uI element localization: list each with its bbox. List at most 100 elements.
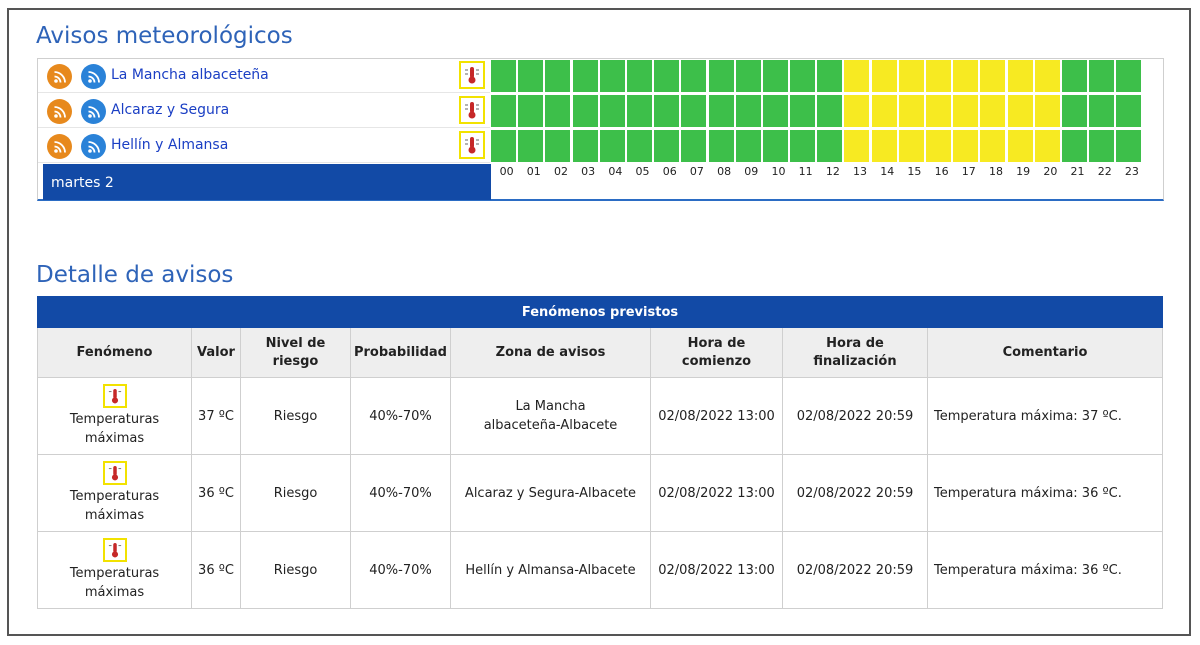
hour-label: 14 bbox=[880, 165, 895, 178]
hour-cell-green bbox=[762, 95, 788, 127]
hour-label: 01 bbox=[526, 165, 541, 178]
rss-feed-icon[interactable] bbox=[47, 99, 72, 124]
hour-label: 05 bbox=[635, 165, 650, 178]
phenomenon-label: Temperaturas máximas bbox=[69, 489, 160, 523]
hour-cell-green bbox=[735, 130, 761, 162]
cell-fin: 02/08/2022 20:59 bbox=[782, 531, 928, 609]
hour-cell-green bbox=[762, 60, 788, 92]
hour-cell-yellow bbox=[871, 130, 897, 162]
hour-cell-yellow bbox=[1034, 130, 1060, 162]
zone-row: La Mancha albaceteña bbox=[38, 59, 490, 93]
thermometer-icon bbox=[102, 461, 127, 485]
cell-comentario: Temperatura máxima: 37 ºC. bbox=[927, 377, 1163, 455]
hour-cell-green bbox=[545, 130, 571, 162]
col-fenomeno: Fenómeno bbox=[37, 327, 192, 378]
cell-comentario: Temperatura máxima: 36 ºC. bbox=[927, 531, 1163, 609]
zone-link[interactable]: Hellín y Almansa bbox=[111, 137, 229, 153]
thermometer-icon bbox=[102, 384, 127, 408]
hour-cell-yellow bbox=[926, 95, 951, 127]
hour-label: 07 bbox=[689, 165, 704, 178]
hour-cell-green bbox=[518, 95, 544, 127]
cell-valor: 36 ºC bbox=[191, 454, 241, 532]
hour-label: 02 bbox=[553, 165, 568, 178]
cell-probabilidad: 40%-70% bbox=[350, 377, 451, 455]
hour-label: 00 bbox=[499, 165, 514, 178]
hour-cell-yellow bbox=[953, 60, 979, 92]
cell-inicio: 02/08/2022 13:00 bbox=[650, 377, 783, 455]
hour-cell-green bbox=[1116, 130, 1142, 162]
hour-label: 20 bbox=[1043, 165, 1058, 178]
hour-label: 15 bbox=[907, 165, 922, 178]
hour-label: 13 bbox=[853, 165, 868, 178]
hour-label: 16 bbox=[934, 165, 949, 178]
hour-cell-yellow bbox=[844, 130, 870, 162]
thermometer-icon bbox=[459, 131, 485, 159]
cell-zona: La Mancha albaceteña-Albacete bbox=[450, 377, 651, 455]
hour-label: 03 bbox=[581, 165, 596, 178]
cell-probabilidad: 40%-70% bbox=[350, 531, 451, 609]
col-zona: Zona de avisos bbox=[450, 327, 651, 378]
hour-cell-yellow bbox=[980, 130, 1006, 162]
hour-cell-green bbox=[790, 60, 816, 92]
hour-cell-green bbox=[572, 95, 598, 127]
hour-cell-yellow bbox=[1007, 95, 1033, 127]
hour-cell-green bbox=[572, 130, 598, 162]
hour-cell-green bbox=[708, 130, 734, 162]
hour-label: 18 bbox=[988, 165, 1003, 178]
hour-label: 04 bbox=[608, 165, 623, 178]
day-label: martes 2 bbox=[51, 175, 114, 191]
rss-feed-icon[interactable] bbox=[81, 64, 106, 89]
rss-feed-icon[interactable] bbox=[47, 134, 72, 159]
cell-valor: 36 ºC bbox=[191, 531, 241, 609]
hour-cell-green bbox=[1116, 95, 1142, 127]
hour-cell-green bbox=[817, 95, 843, 127]
table-header-row: Fenómeno Valor Nivel de riesgo Probabili… bbox=[37, 327, 1163, 378]
col-fin: Hora de finalización bbox=[782, 327, 928, 378]
hour-label: 12 bbox=[825, 165, 840, 178]
hour-cell-yellow bbox=[1007, 130, 1033, 162]
hour-cell-yellow bbox=[1034, 60, 1060, 92]
hour-cell-green bbox=[1061, 95, 1087, 127]
col-inicio: Hora de comienzo bbox=[650, 327, 783, 378]
zone-row: Alcaraz y Segura bbox=[38, 94, 490, 128]
hour-cell-green bbox=[572, 60, 598, 92]
hour-cell-green bbox=[1061, 60, 1087, 92]
hour-cell-yellow bbox=[898, 95, 924, 127]
hour-cell-yellow bbox=[953, 130, 979, 162]
hour-cell-green bbox=[599, 60, 625, 92]
zone-link[interactable]: La Mancha albaceteña bbox=[111, 67, 269, 83]
hour-cell-yellow bbox=[926, 130, 951, 162]
rss-feed-icon[interactable] bbox=[81, 99, 106, 124]
table-row: Temperaturas máximas 36 ºC Riesgo 40%-70… bbox=[37, 531, 1163, 609]
col-comentario: Comentario bbox=[927, 327, 1163, 378]
hour-cell-green bbox=[491, 130, 516, 162]
zone-row: Hellín y Almansa bbox=[38, 129, 490, 163]
zone-link[interactable]: Alcaraz y Segura bbox=[111, 102, 230, 118]
hour-cell-green bbox=[626, 95, 652, 127]
hour-cell-green bbox=[817, 130, 843, 162]
rss-feed-icon[interactable] bbox=[81, 134, 106, 159]
cell-nivel: Riesgo bbox=[240, 377, 351, 455]
hour-cell-yellow bbox=[980, 95, 1006, 127]
table-caption: Fenómenos previstos bbox=[37, 296, 1163, 328]
hour-cell-yellow bbox=[926, 60, 951, 92]
hour-cell-yellow bbox=[844, 60, 870, 92]
hour-cell-yellow bbox=[898, 60, 924, 92]
hour-cell-green bbox=[817, 60, 843, 92]
phenomenon-label: Temperaturas máximas bbox=[69, 566, 160, 600]
content-frame: Avisos meteorológicos La Mancha albacete… bbox=[7, 8, 1191, 636]
warnings-title: Avisos meteorológicos bbox=[36, 23, 293, 49]
hour-cell-green bbox=[1089, 60, 1115, 92]
hour-cell-green bbox=[545, 60, 571, 92]
hour-cell-green bbox=[790, 130, 816, 162]
cell-nivel: Riesgo bbox=[240, 531, 351, 609]
warnings-detail-table: Fenómenos previstos Fenómeno Valor Nivel… bbox=[37, 296, 1163, 609]
hour-axis: 00 01 02 03 04 05 06 07 08 09 10 11 12 13 14 15 16 17 18 19… bbox=[493, 165, 1146, 178]
hour-label: 21 bbox=[1070, 165, 1085, 178]
phenomenon-label: Temperaturas máximas bbox=[69, 412, 160, 446]
table-row: Temperaturas máximas 37 ºC Riesgo 40%-70… bbox=[37, 377, 1163, 455]
col-nivel: Nivel de riesgo bbox=[240, 327, 351, 378]
warnings-timeline: La Mancha albaceteña Alcaraz y Segura He… bbox=[37, 58, 1164, 201]
rss-feed-icon[interactable] bbox=[47, 64, 72, 89]
hour-label: 08 bbox=[717, 165, 732, 178]
